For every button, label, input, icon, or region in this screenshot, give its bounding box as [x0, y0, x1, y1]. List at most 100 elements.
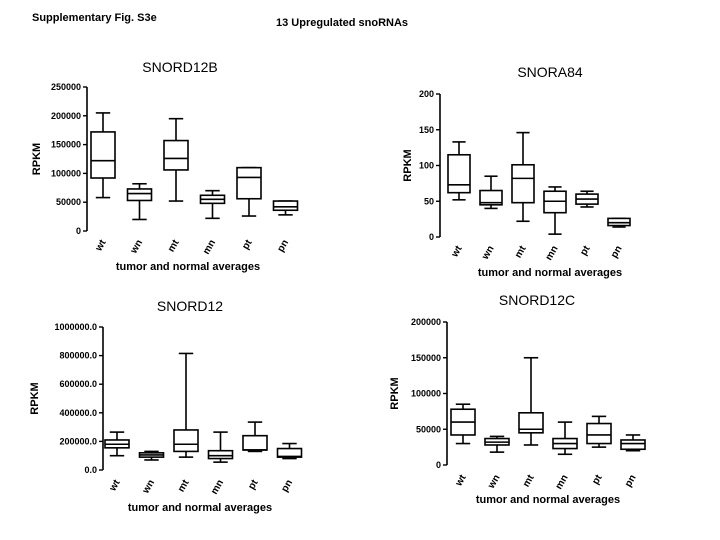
box-mt	[173, 352, 199, 458]
box-pt	[586, 415, 612, 448]
y-axis-label: RPKM	[389, 377, 401, 409]
iqr-box	[511, 163, 535, 204]
box-wt	[447, 141, 471, 201]
x-tick-label: wn	[486, 473, 503, 491]
y-tick-label: 100000	[51, 168, 81, 178]
x-tick-label: mn	[554, 473, 571, 491]
x-tick-label: mn	[209, 478, 226, 496]
box-wt	[450, 403, 476, 445]
x-tick-label: pt	[578, 243, 593, 257]
x-tick-label: wt	[93, 237, 109, 254]
plot-title: SNORD12	[157, 298, 223, 314]
box-plot-snord12c: SNORD12C 0 50000 100000 150000 200000 RPKM wt wn…	[389, 292, 646, 506]
iqr-box	[90, 131, 116, 179]
box-pn	[620, 434, 646, 452]
iqr-box	[447, 153, 471, 194]
box-pn	[276, 442, 303, 460]
iqr-box	[163, 139, 189, 171]
x-tick-label: wt	[107, 477, 123, 494]
box-plot-snora84: SNORA84 0 50 100 150 200 RPKM wt wn mt mn pt pn tumor…	[402, 64, 631, 279]
x-tick-label: pn	[275, 238, 291, 254]
box-plot-snord12: SNORD12 0.0 200000.0 400000.0 600000.0 800000…	[29, 298, 303, 514]
y-axis-label: RPKM	[402, 149, 414, 181]
figure-label: Supplementary Fig. S3e	[32, 12, 157, 24]
y-axis-label: RPKM	[29, 382, 41, 414]
box-mn	[543, 186, 567, 235]
y-tick-label: 150000	[411, 353, 441, 363]
x-tick-label: pt	[246, 477, 261, 491]
box-wn	[126, 182, 153, 221]
box-mt	[511, 131, 535, 223]
x-tick-label: pn	[279, 478, 295, 494]
iqr-box	[518, 412, 544, 434]
y-tick-label: 50000	[416, 424, 441, 434]
y-tick-label: 0	[436, 460, 441, 470]
box-mt	[163, 117, 189, 202]
y-tick-label: 150000	[51, 140, 81, 150]
x-tick-label: mt	[513, 243, 529, 260]
box-mn	[552, 421, 578, 456]
box-wn	[479, 175, 503, 210]
y-axis-label: RPKM	[31, 143, 43, 175]
y-tick-label: 200000	[411, 317, 441, 327]
box-wn	[484, 435, 510, 453]
box-pt	[242, 421, 268, 453]
iqr-box	[207, 449, 234, 460]
box-mn	[207, 431, 234, 463]
x-tick-label: pn	[623, 473, 639, 489]
y-tick-label: 200000	[51, 111, 81, 121]
x-tick-label: mn	[201, 238, 218, 256]
y-tick-label: 400000.0	[59, 408, 97, 418]
plot-title: SNORD12B	[142, 59, 217, 75]
x-tick-label: pt	[240, 237, 255, 251]
iqr-box	[236, 166, 262, 200]
box-mt	[518, 356, 544, 446]
x-axis-label: tumor and normal averages	[476, 494, 620, 506]
plot-title: SNORA84	[517, 64, 583, 80]
y-tick-label: 200	[419, 89, 434, 99]
y-tick-label: 150	[419, 125, 434, 135]
y-tick-label: 1000000.0	[54, 322, 97, 332]
y-tick-label: 100000	[411, 389, 441, 399]
iqr-box	[479, 189, 503, 206]
box-mn	[199, 189, 226, 220]
iqr-box	[242, 434, 268, 451]
x-tick-label: wn	[140, 478, 157, 496]
y-tick-label: 0	[429, 232, 434, 242]
iqr-box	[586, 422, 612, 445]
y-tick-label: 200000.0	[59, 436, 97, 446]
iqr-box	[272, 200, 299, 212]
page-title: 13 Upregulated snoRNAs	[276, 17, 409, 29]
box-wt	[90, 112, 116, 199]
y-tick-label: 50000	[56, 197, 81, 207]
x-tick-label: pt	[590, 472, 605, 486]
y-tick-label: 50	[424, 196, 434, 206]
iqr-box	[173, 429, 199, 453]
x-axis-label: tumor and normal averages	[128, 502, 272, 514]
box-pt	[575, 190, 599, 208]
box-pn	[607, 217, 631, 228]
x-tick-label: pn	[609, 244, 625, 260]
x-tick-label: wn	[480, 244, 497, 262]
plot-title: SNORD12C	[499, 292, 575, 308]
box-wt	[104, 431, 130, 457]
y-tick-label: 600000.0	[59, 379, 97, 389]
y-tick-label: 0.0	[84, 465, 97, 475]
y-tick-label: 0	[76, 226, 81, 236]
x-axis-label: tumor and normal averages	[116, 261, 260, 273]
x-tick-label: wt	[453, 472, 469, 489]
x-tick-label: wn	[128, 238, 145, 256]
box-pn	[272, 200, 299, 216]
box-pt	[236, 166, 262, 217]
y-tick-label: 100	[419, 161, 434, 171]
iqr-box	[620, 439, 646, 451]
y-tick-label: 800000.0	[59, 351, 97, 361]
iqr-box	[126, 188, 153, 202]
x-tick-label: mt	[176, 477, 192, 494]
x-tick-label: mn	[544, 244, 561, 262]
y-tick-label: 250000	[51, 82, 81, 92]
x-axis-label: tumor and normal averages	[478, 267, 622, 279]
box-wn	[138, 450, 165, 461]
box-plot-snord12b: SNORD12B 0 50000 100000 150000 200000 250000 RP…	[31, 59, 299, 273]
